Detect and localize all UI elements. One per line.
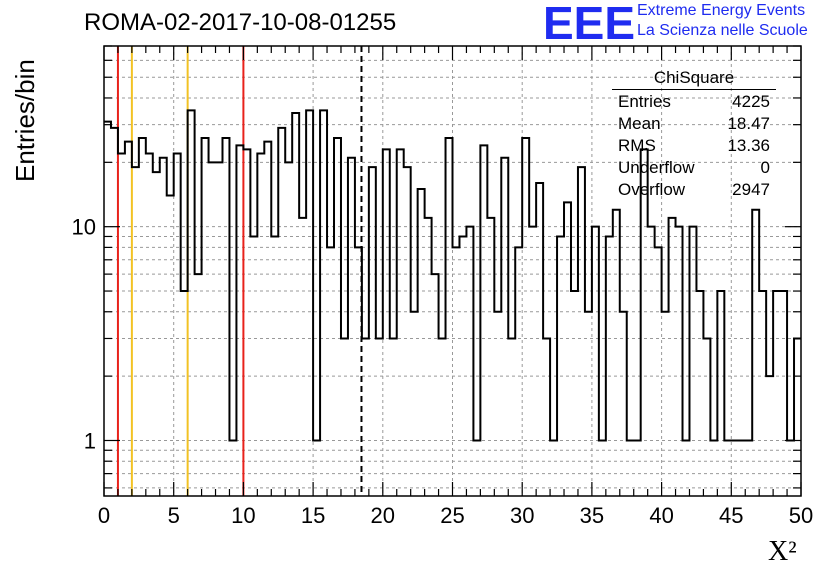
y-tick-label: 10 (72, 215, 96, 240)
stats-value: 18.47 (727, 114, 770, 133)
stats-row-overflow: Overflow 2947 (612, 179, 776, 201)
stats-row-mean: Mean 18.47 (612, 113, 776, 135)
x-tick-label: 40 (649, 503, 673, 528)
x-tick-label: 10 (231, 503, 255, 528)
x-tick-label: 30 (510, 503, 534, 528)
stats-row-underflow: Underflow 0 (612, 157, 776, 179)
stats-label: Overflow (618, 180, 686, 199)
x-tick-label: 25 (440, 503, 464, 528)
stats-title: ChiSquare (612, 68, 776, 90)
y-tick-label: 1 (84, 428, 96, 453)
stats-value: 4225 (732, 92, 770, 111)
stats-value: 2947 (732, 180, 770, 199)
logo-subtitle-1: Extreme Energy Events (637, 2, 806, 19)
x-tick-label: 35 (580, 503, 604, 528)
tick-labels: 0 5 10 15 20 25 30 35 40 45 50 1 10 (72, 215, 814, 528)
eee-logo: EEE (543, 0, 636, 49)
stats-box: ChiSquare Entries 4225 Mean 18.47 RMS 13… (612, 68, 776, 201)
stats-row-rms: RMS 13.36 (612, 135, 776, 157)
logo-subtitle-2: La Scienza nelle Scuole (637, 22, 808, 39)
stats-row-entries: Entries 4225 (612, 91, 776, 113)
x-tick-label: 45 (719, 503, 743, 528)
stats-value: 13.36 (727, 136, 770, 155)
y-axis-label: Entries/bin (10, 59, 40, 182)
axis-ticks (103, 45, 802, 496)
x-axis-label: X² (768, 536, 797, 567)
stats-label: Mean (618, 114, 661, 133)
histogram-step-line (104, 109, 801, 442)
x-tick-label: 20 (371, 503, 395, 528)
stats-value: 0 (760, 158, 770, 177)
x-tick-label: 0 (98, 503, 110, 528)
chart-title: ROMA-02-2017-10-08-01255 (84, 9, 397, 36)
stats-label: RMS (618, 136, 656, 155)
stats-label: Underflow (618, 158, 695, 177)
x-tick-label: 50 (789, 503, 813, 528)
x-tick-label: 5 (168, 503, 180, 528)
reference-lines (116, 46, 363, 496)
stats-label: Entries (618, 92, 671, 111)
x-tick-label: 15 (301, 503, 325, 528)
